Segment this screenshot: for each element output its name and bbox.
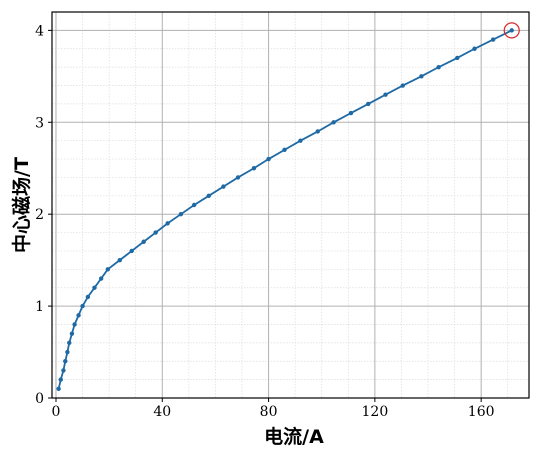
data-point	[419, 74, 424, 79]
y-tick-label: 0	[35, 391, 44, 407]
y-tick-label: 4	[35, 23, 44, 39]
x-tick-label: 120	[362, 404, 389, 420]
data-point	[490, 37, 496, 42]
data-point	[80, 303, 85, 309]
data-point	[153, 230, 158, 235]
x-tick-label: 160	[468, 404, 495, 420]
data-point	[141, 239, 146, 244]
data-point	[69, 331, 75, 336]
data-point	[251, 166, 257, 171]
data-point	[58, 377, 63, 382]
data-point	[472, 46, 477, 51]
data-point	[266, 156, 271, 162]
data-point	[92, 285, 97, 290]
y-tick-label: 2	[35, 207, 44, 223]
data-point	[509, 28, 514, 33]
data-point	[436, 64, 441, 70]
data-point	[65, 349, 70, 355]
axes-frame-group	[48, 11, 530, 402]
data-point	[117, 257, 122, 263]
data-point	[298, 138, 303, 143]
data-point	[455, 55, 460, 61]
data-point	[56, 386, 61, 392]
data-point	[85, 294, 91, 300]
y-axis-label: 中心磁场/T	[10, 157, 33, 253]
data-point	[315, 129, 320, 134]
data-point	[206, 193, 211, 199]
x-axis-label: 电流/A	[264, 425, 324, 448]
data-point	[221, 184, 226, 189]
minor-grid	[52, 11, 529, 398]
data-point	[129, 248, 134, 254]
x-tick-label: 0	[52, 404, 61, 420]
data-point	[366, 101, 371, 107]
data-point	[72, 322, 77, 327]
data-point	[76, 313, 81, 318]
data-point	[105, 267, 111, 272]
data-point	[383, 92, 388, 97]
data-point	[98, 276, 104, 281]
data-point	[61, 368, 66, 373]
x-tick-labels: 0 40 80 120 160	[52, 404, 495, 420]
data-point	[282, 147, 287, 153]
highlight-circle	[503, 22, 520, 39]
data-point	[331, 120, 336, 125]
data-point	[165, 221, 170, 226]
series-line-group	[56, 22, 520, 392]
major-grid	[52, 12, 529, 399]
data-point	[67, 340, 72, 346]
data-point	[63, 359, 68, 364]
y-tick-label: 1	[35, 299, 44, 315]
x-tick-label: 80	[260, 404, 278, 420]
y-tick-labels: 0 1 2 3 4	[35, 23, 44, 407]
data-point	[400, 83, 405, 88]
series-line	[57, 29, 513, 390]
data-point	[191, 202, 197, 208]
data-point	[178, 211, 184, 217]
data-point	[348, 110, 354, 116]
plot-frame	[51, 11, 530, 399]
x-tick-label: 40	[153, 404, 171, 420]
data-point	[235, 175, 241, 180]
y-tick-label: 3	[35, 115, 44, 131]
